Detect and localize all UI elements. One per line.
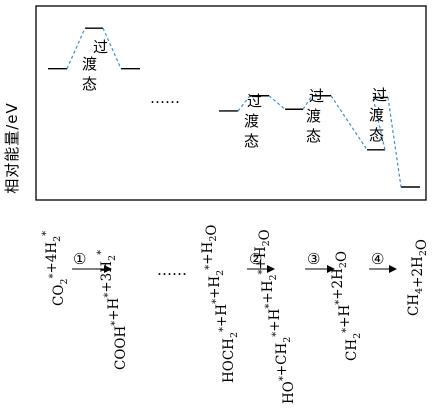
ts-label-3-char-2: 渡 [306,107,321,125]
step-4: ④ [369,250,397,273]
ts-label-1-char-2: 渡 [82,55,97,73]
ts-label-1-char-1: 过 [93,38,108,56]
step-2-number: ② [249,250,262,268]
species-1: CO2*+4H2* [41,231,70,306]
connector-TS1-L3 [268,95,286,110]
connector-L0-TS0 [66,27,86,69]
ts-label-2-char-1: 过 [247,92,262,110]
diagram-frame [35,5,427,201]
ts-label-1: 过 渡 态 [82,38,108,93]
connector-L4-TS3 [372,97,386,150]
species-6-formula: CH4+2H2O [406,239,430,316]
step-1: ① [72,250,112,273]
ts-label-1-char-3: 态 [82,75,97,93]
ellipsis-bottom: …… [157,261,187,279]
species-6: CH4+2H2O [406,239,430,316]
species-1-formula: CO2*+4H2* [41,231,70,306]
transition-connectors [66,27,402,188]
species-5: CH2*+H*+2H2O [330,251,363,361]
step-3-arrow-head [327,265,335,273]
energy-levels [48,27,420,188]
step-1-number: ① [73,250,86,268]
step-1-arrow-head [104,265,112,273]
connector-TS0-L1 [102,27,122,69]
connector-TS3-L5 [387,97,402,188]
ts-label-3-char-1: 过 [309,87,324,105]
step-2: ② [247,250,275,273]
species-2: COOH*+H*+3H2* [96,250,129,370]
ts-label-4-char-3: 态 [369,126,384,144]
ts-label-3-char-3: 态 [306,127,321,145]
ts-label-3: 过 渡 态 [306,87,324,145]
species-3-formula: HOCH2*+H*+H2*+H2O [200,225,240,383]
connector-L3-TS2 [302,95,313,110]
ellipsis-top: …… [150,89,180,107]
species-3: HOCH2*+H*+H2*+H2O [200,225,240,383]
ts-label-4: 过 渡 态 [369,86,387,144]
ts-label-4-char-2: 渡 [369,106,384,124]
species-4-formula: HO*+CH2*+H*+H2*+H2O [253,229,297,404]
species-2-formula: COOH*+H*+3H2* [96,250,129,370]
connector-TS2-L4 [330,95,368,151]
y-axis-label: 相对能量/eV [3,102,21,194]
species-4: HO*+CH2*+H*+H2*+H2O [253,229,297,404]
species-5-formula: CH2*+H*+2H2O [330,251,363,361]
ts-label-2-char-2: 渡 [244,112,259,130]
ts-label-4-char-1: 过 [372,86,387,104]
step-4-arrow-head [389,265,397,273]
step-2-arrow-head [267,265,275,273]
step-4-number: ④ [371,250,384,268]
step-3: ③ [305,250,335,273]
ts-label-2: 过 渡 态 [244,92,262,150]
step-3-number: ③ [307,250,320,268]
ts-label-2-char-3: 态 [244,132,259,150]
